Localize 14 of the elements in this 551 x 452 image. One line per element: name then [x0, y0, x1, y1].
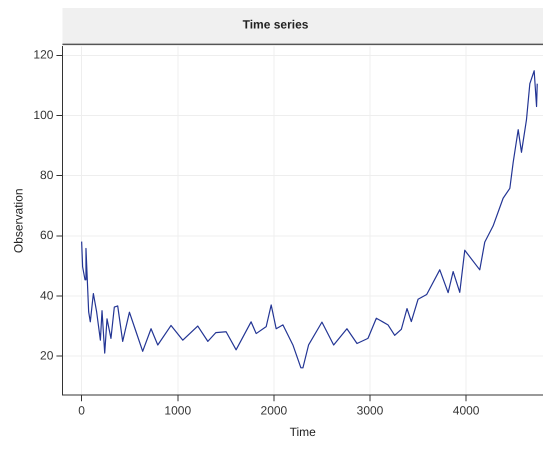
x-tick-label: 0	[78, 404, 86, 418]
y-tick-label: 20	[40, 348, 54, 362]
x-tick-label: 4000	[452, 404, 480, 418]
chart-title: Time series	[242, 18, 309, 32]
x-tick-label: 2000	[260, 404, 288, 418]
x-axis-title: Time	[290, 425, 316, 440]
x-tick-label: 1000	[164, 404, 192, 418]
y-tick-label: 100	[33, 108, 54, 122]
y-axis-title: Observation	[12, 188, 26, 254]
x-tick-label: 3000	[356, 404, 384, 418]
y-tick-label: 60	[40, 228, 54, 242]
y-tick-label: 40	[40, 288, 54, 302]
y-tick-label: 80	[40, 168, 54, 182]
y-tick-label: 120	[33, 48, 54, 62]
